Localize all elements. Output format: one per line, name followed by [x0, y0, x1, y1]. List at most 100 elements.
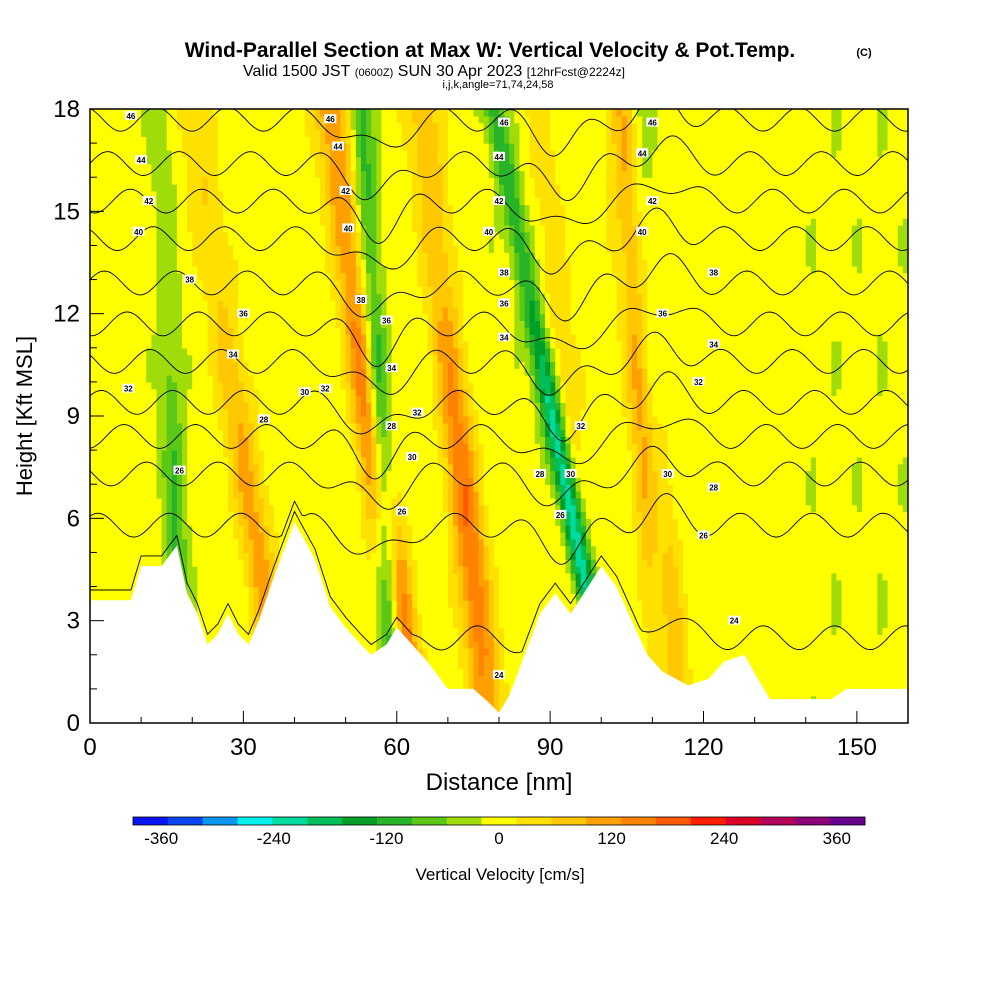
velocity-cell: [171, 122, 178, 131]
velocity-cell: [212, 347, 219, 356]
velocity-cell: [258, 361, 265, 369]
velocity-cell: [228, 327, 234, 335]
velocity-cell: [284, 115, 290, 124]
velocity-cell: [115, 252, 122, 260]
velocity-cell: [299, 504, 306, 513]
velocity-cell: [238, 334, 244, 342]
velocity-cell: [197, 395, 204, 403]
velocity-cell: [151, 436, 158, 444]
velocity-cell: [335, 559, 342, 567]
velocity-cell: [95, 347, 101, 356]
velocity-cell: [192, 409, 198, 417]
velocity-cell: [202, 593, 209, 601]
velocity-cell: [136, 115, 142, 124]
velocity-cell: [146, 163, 152, 171]
velocity-cell: [187, 586, 193, 594]
velocity-cell: [263, 136, 270, 144]
velocity-cell: [171, 347, 178, 356]
velocity-cell: [110, 429, 117, 438]
velocity-cell: [335, 538, 342, 547]
velocity-cell: [238, 293, 244, 301]
velocity-cell: [309, 320, 316, 328]
velocity-cell: [120, 593, 127, 601]
velocity-cell: [187, 293, 193, 301]
velocity-cell: [207, 252, 214, 260]
velocity-cell: [222, 306, 229, 315]
velocity-cell: [274, 245, 280, 253]
velocity-cell: [274, 320, 280, 328]
velocity-cell: [268, 313, 275, 322]
velocity-cell: [176, 477, 183, 485]
velocity-cell: [320, 265, 326, 274]
velocity-cell: [340, 122, 347, 131]
velocity-cell: [355, 579, 362, 588]
velocity-cell: [263, 491, 270, 499]
velocity-cell: [340, 361, 347, 369]
velocity-cell: [335, 272, 342, 281]
velocity-cell: [125, 211, 132, 219]
velocity-cell: [268, 395, 275, 403]
velocity-cell: [330, 436, 336, 444]
velocity-cell: [156, 259, 163, 267]
velocity-cell: [279, 327, 285, 335]
velocity-cell: [330, 531, 336, 540]
velocity-cell: [360, 368, 367, 376]
velocity-cell: [110, 525, 117, 533]
velocity-cell: [289, 368, 296, 376]
velocity-cell: [161, 347, 168, 356]
velocity-cell: [284, 300, 290, 308]
velocity-cell: [176, 143, 183, 151]
velocity-cell: [299, 340, 306, 349]
velocity-cell: [284, 456, 290, 465]
velocity-cell: [202, 306, 209, 315]
velocity-cell: [171, 252, 178, 260]
velocity-cell: [253, 463, 260, 472]
velocity-cell: [115, 272, 122, 281]
velocity-cell: [176, 395, 183, 403]
velocity-cell: [284, 279, 290, 287]
velocity-cell: [202, 129, 209, 137]
velocity-cell: [360, 149, 367, 158]
velocity-cell: [217, 572, 224, 581]
velocity-cell: [146, 334, 152, 342]
velocity-cell: [320, 484, 326, 492]
velocity-cell: [268, 238, 275, 247]
velocity-cell: [253, 354, 260, 363]
velocity-cell: [258, 252, 265, 260]
velocity-cell: [350, 190, 357, 199]
velocity-cell: [187, 238, 193, 247]
velocity-cell: [187, 443, 193, 451]
velocity-cell: [304, 238, 311, 247]
velocity-cell: [151, 170, 158, 178]
velocity-cell: [335, 388, 342, 397]
velocity-cell: [187, 327, 193, 335]
velocity-cell: [212, 375, 219, 383]
velocity-cell: [366, 429, 372, 438]
velocity-cell: [268, 265, 275, 274]
velocity-cell: [222, 190, 229, 199]
velocity-cell: [90, 525, 96, 533]
velocity-cell: [105, 245, 112, 253]
velocity-cell: [289, 245, 296, 253]
velocity-cell: [120, 163, 127, 171]
velocity-cell: [340, 115, 347, 124]
velocity-cell: [197, 436, 204, 444]
velocity-cell: [171, 531, 178, 540]
velocity-cell: [258, 566, 265, 574]
velocity-cell: [228, 579, 234, 588]
velocity-cell: [156, 252, 163, 260]
velocity-cell: [110, 388, 117, 397]
velocity-cell: [136, 518, 142, 526]
velocity-cell: [243, 518, 250, 526]
velocity-cell: [176, 429, 183, 438]
velocity-cell: [345, 129, 352, 137]
velocity-cell: [217, 272, 224, 281]
velocity-cell: [320, 313, 326, 322]
velocity-cell: [279, 388, 285, 397]
velocity-cell: [238, 552, 244, 560]
velocity-cell: [192, 375, 198, 383]
velocity-cell: [325, 436, 331, 444]
velocity-cell: [325, 156, 331, 165]
velocity-cell: [355, 313, 362, 322]
velocity-cell: [335, 293, 342, 301]
